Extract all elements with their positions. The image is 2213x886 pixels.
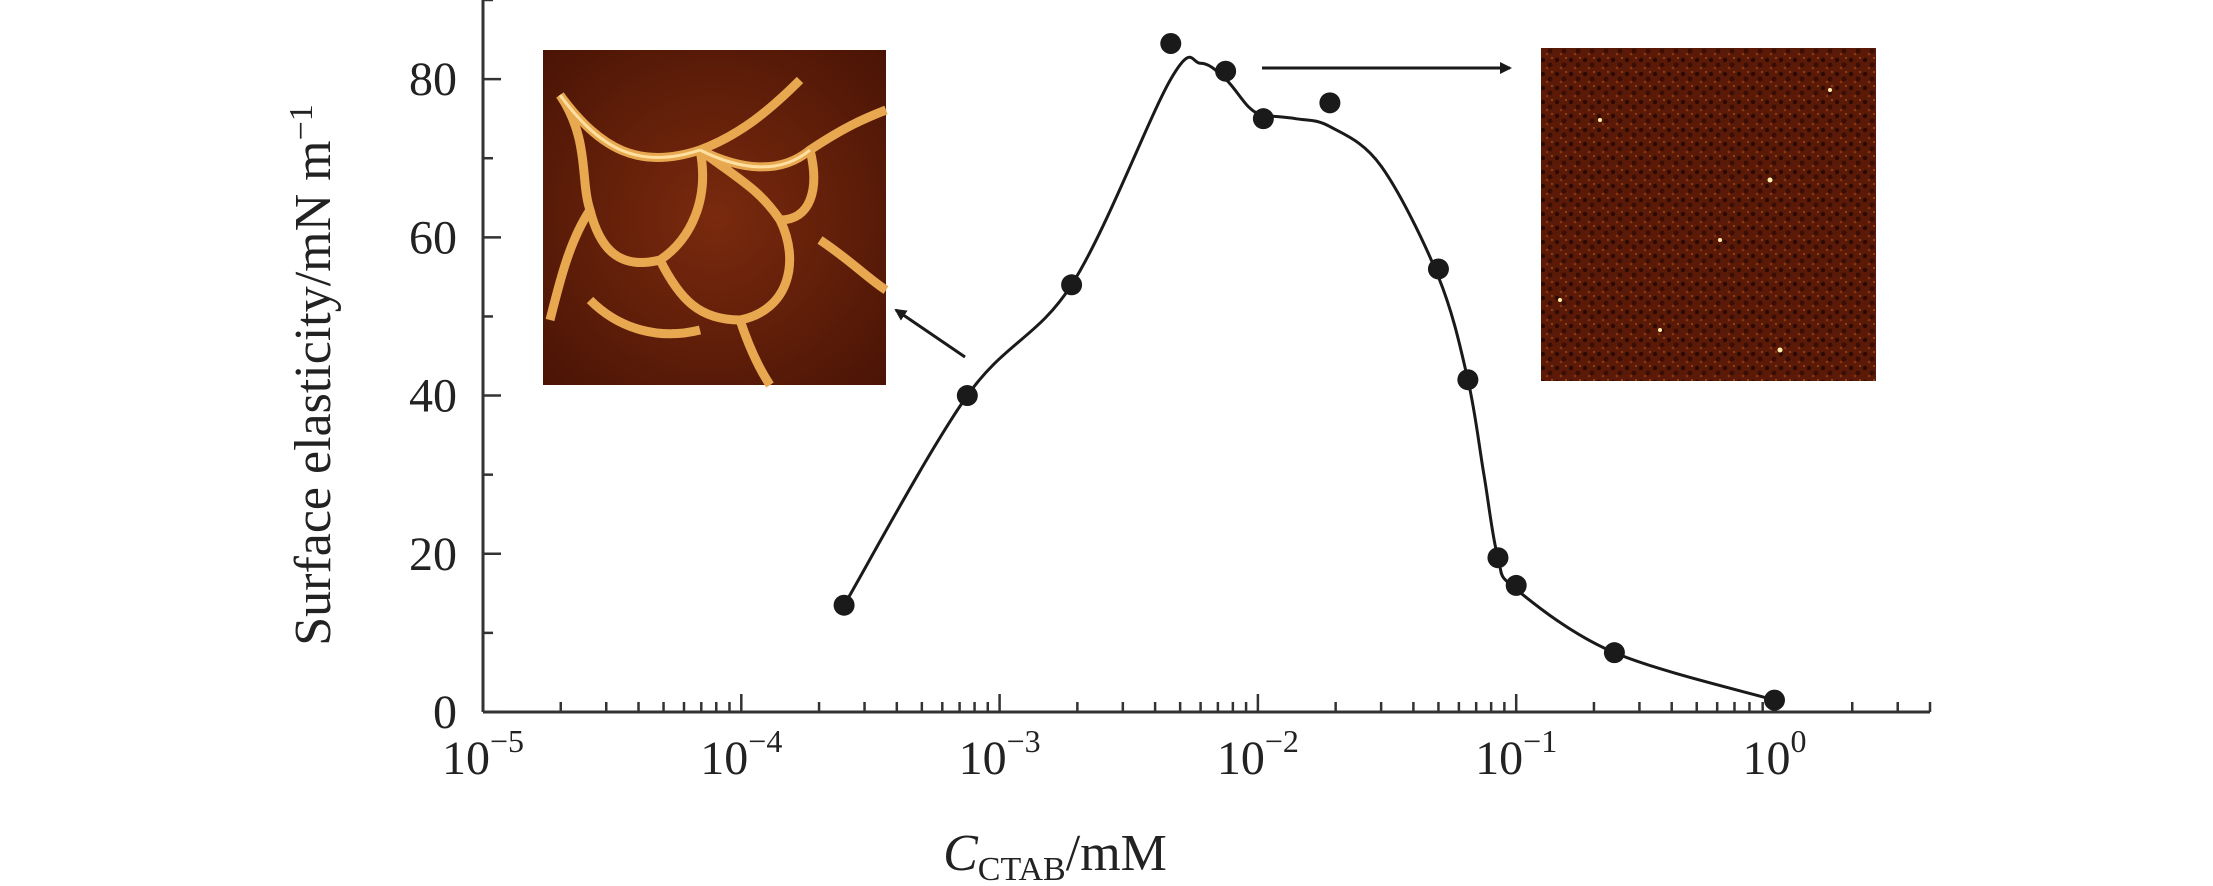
inset-afm-network	[543, 50, 889, 388]
x-tick-label: 10−4	[700, 723, 782, 785]
y-axis-title: Surface elasticity/mN m−1	[283, 104, 342, 646]
data-point	[833, 594, 855, 616]
x-tick-label: 10−5	[442, 723, 524, 785]
data-point	[1215, 60, 1237, 82]
y-tick-label: 40	[409, 370, 457, 423]
data-point	[1061, 274, 1083, 296]
data-point	[1252, 108, 1274, 130]
x-axis-title-sub: CTAB	[978, 851, 1066, 886]
x-tick-label: 10−1	[1475, 723, 1557, 785]
y-tick-label: 80	[409, 53, 457, 106]
y-tick-label: 0	[433, 686, 457, 739]
data-point	[1487, 547, 1509, 569]
x-tick-label: 100	[1742, 723, 1806, 785]
tick-labels: 10−5 10−4 10−3 10−2 10−1 100 0 20 40 60 80	[409, 53, 1806, 785]
x-axis-title-unit: /mM	[1066, 825, 1167, 882]
data-point	[1427, 258, 1449, 280]
data-point	[1505, 574, 1527, 596]
axes	[481, 0, 1932, 714]
data-point	[1160, 33, 1182, 55]
x-tick-label: 10−3	[959, 723, 1041, 785]
x-tick-label: 10−2	[1217, 723, 1299, 785]
y-tick-label: 60	[409, 211, 457, 264]
y-axis-title-sup: −1	[283, 104, 320, 140]
data-points	[833, 33, 1785, 711]
x-axis-title: CCTAB/mM	[943, 825, 1167, 886]
data-point	[1319, 92, 1341, 114]
data-point	[1763, 689, 1785, 711]
inset-afm-dense	[1541, 48, 1876, 381]
data-point	[1457, 369, 1479, 391]
data-point	[1603, 642, 1625, 664]
data-point	[956, 385, 978, 407]
arrow-to-left-inset	[894, 308, 966, 359]
y-axis-title-main: Surface elasticity/mN m	[285, 140, 342, 645]
x-axis-title-main: C	[943, 825, 979, 882]
y-tick-label: 20	[409, 528, 457, 581]
